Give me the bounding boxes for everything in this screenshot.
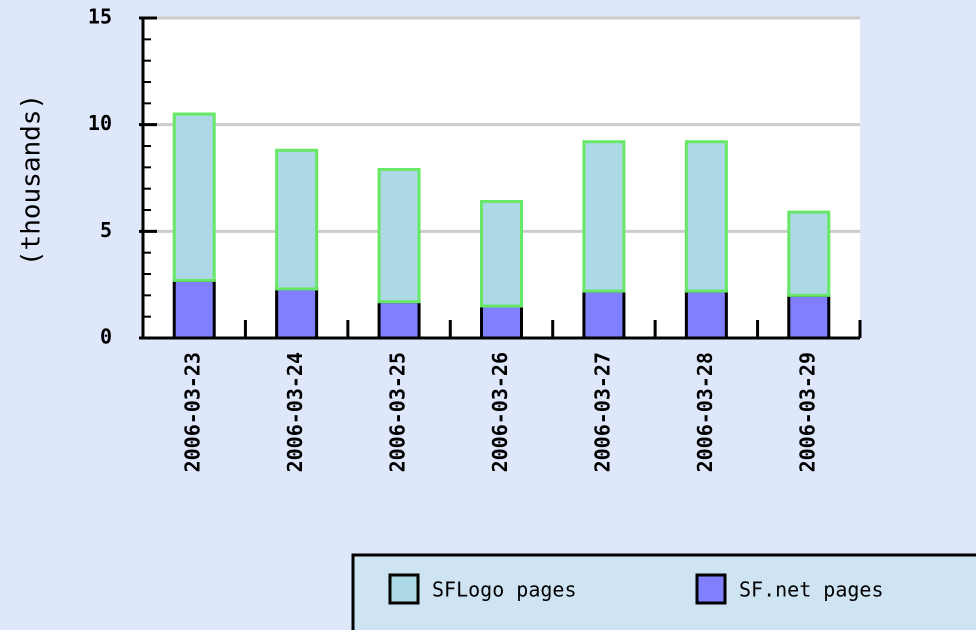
legend-swatch	[388, 573, 420, 605]
bar-segment	[787, 210, 831, 297]
bar-segment	[275, 148, 319, 291]
bar-segment	[480, 304, 523, 340]
legend	[351, 553, 976, 630]
bar-segment	[275, 287, 319, 340]
legend-swatch	[695, 573, 727, 605]
y-tick-label: 5	[100, 218, 112, 242]
bar-segment	[172, 278, 216, 340]
x-tick-label: 2006-03-24	[283, 352, 307, 472]
bar-segment	[172, 112, 216, 282]
x-tick-label: 2006-03-23	[181, 352, 205, 472]
y-tick-label: 10	[88, 111, 112, 135]
x-tick-label: 2006-03-28	[693, 352, 717, 472]
bar-segment	[582, 289, 626, 340]
x-tick-label: 2006-03-26	[488, 352, 512, 472]
x-tick-label: 2006-03-29	[795, 352, 819, 472]
legend-label: SF.net pages	[739, 578, 884, 602]
x-tick-label: 2006-03-25	[386, 352, 410, 472]
bar-segment	[377, 300, 421, 340]
bar-segment	[684, 140, 728, 293]
bar-segment	[480, 199, 523, 308]
y-tick-label: 0	[100, 325, 112, 349]
legend-label: SFLogo pages	[432, 578, 577, 602]
bar-segment	[787, 293, 831, 340]
bar-segment	[377, 167, 421, 304]
y-axis-label: (thousands)	[17, 94, 47, 266]
bar-segment	[684, 289, 728, 340]
x-tick-label: 2006-03-27	[590, 352, 614, 472]
y-tick-label: 15	[88, 5, 112, 29]
bar-segment	[582, 140, 626, 293]
